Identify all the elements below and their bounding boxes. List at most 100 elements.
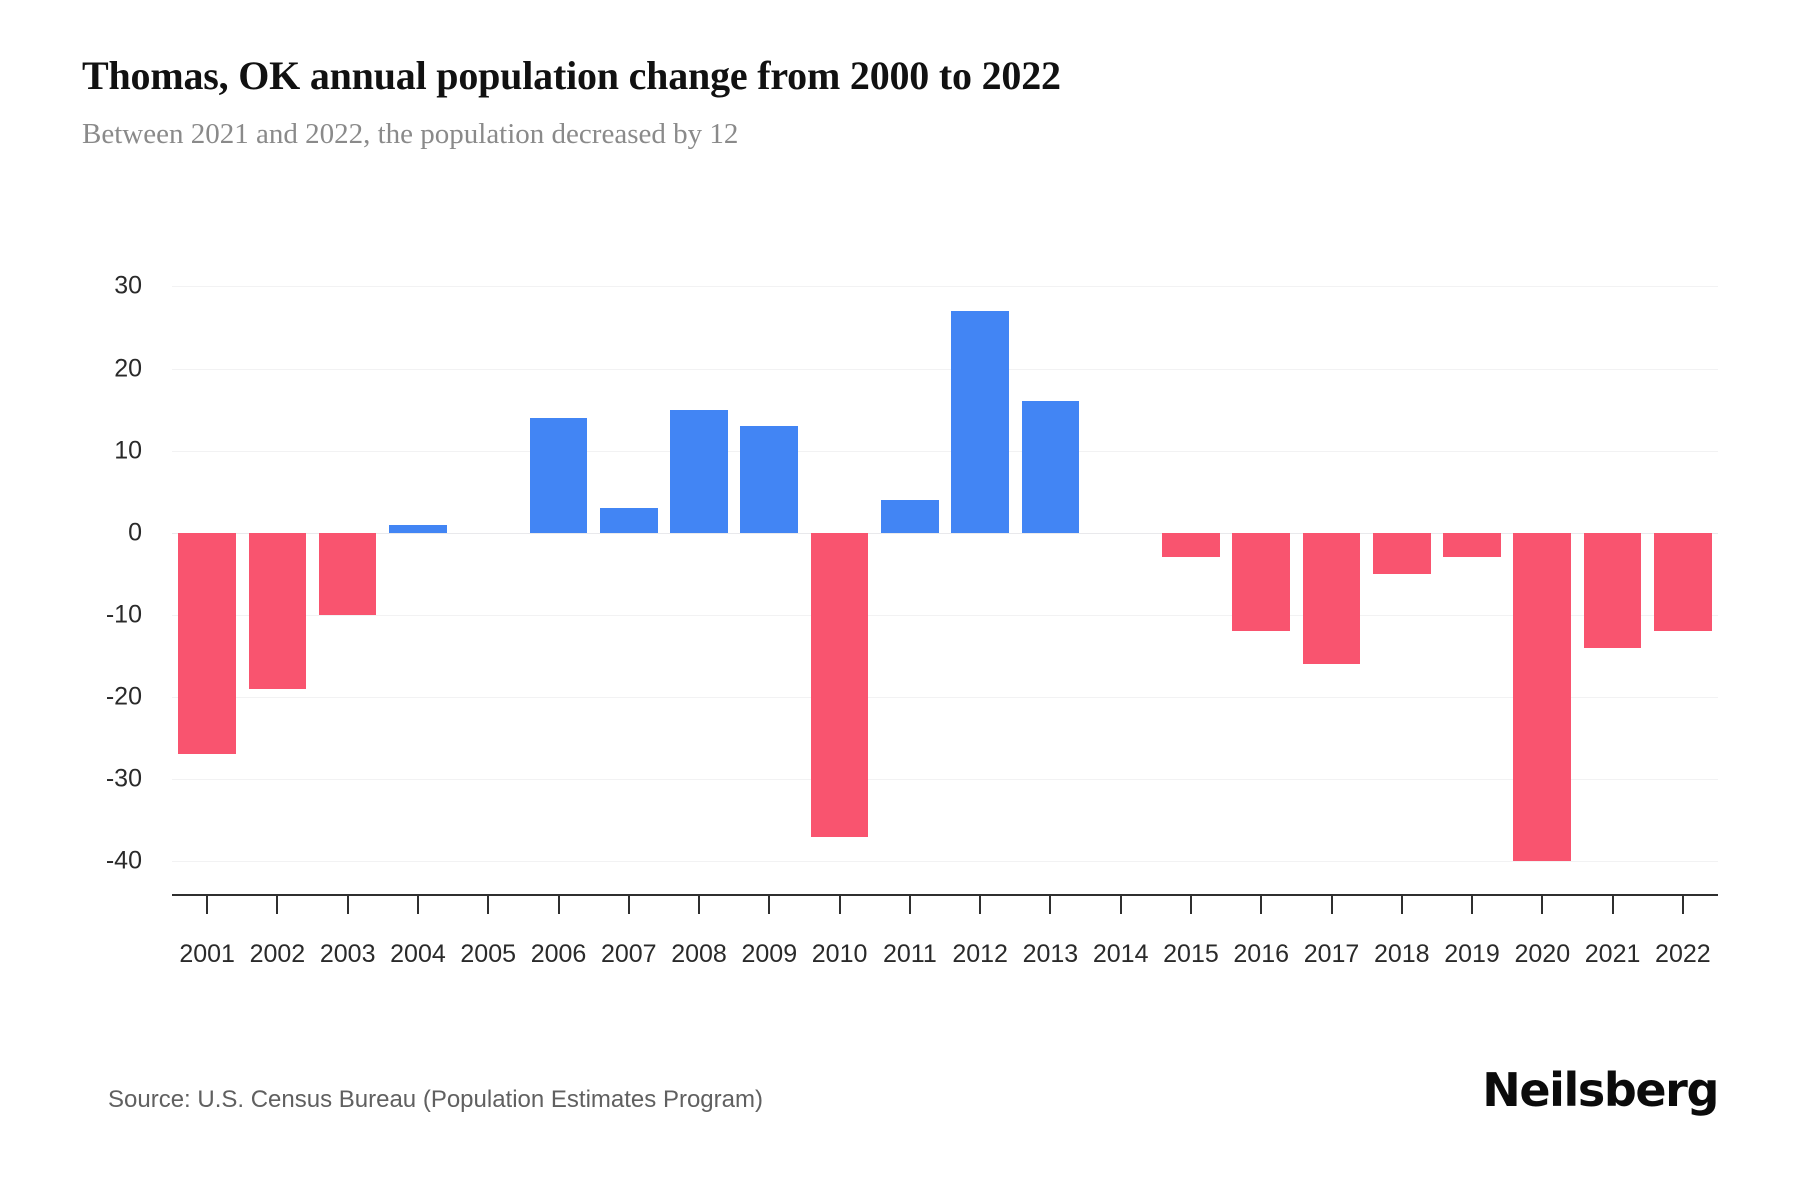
- x-axis-line: [172, 894, 1718, 896]
- bar[interactable]: [1021, 401, 1080, 533]
- bar-slot[interactable]: [242, 270, 312, 894]
- bar-slot[interactable]: [523, 270, 593, 894]
- x-axis-tick-label: 2008: [671, 940, 727, 968]
- bar-slot[interactable]: [1086, 270, 1156, 894]
- bar-slot[interactable]: [313, 270, 383, 894]
- x-axis-tick-mark: [768, 896, 771, 914]
- bar-slot[interactable]: [172, 270, 242, 894]
- x-axis-tick-label: 2014: [1092, 940, 1149, 968]
- brand-logo: Neilsberg: [1482, 1063, 1719, 1117]
- bar[interactable]: [178, 532, 236, 755]
- x-axis-tick-mark: [276, 896, 279, 914]
- x-axis-tick-mark: [487, 896, 490, 914]
- bar-slot[interactable]: [1296, 270, 1366, 894]
- bar[interactable]: [1654, 532, 1712, 632]
- x-axis-tick-mark: [416, 896, 419, 914]
- x-axis-tick-label: 2010: [811, 940, 868, 968]
- x-axis-tick-mark: [1681, 896, 1684, 914]
- x-axis-tick-mark: [1541, 896, 1544, 914]
- bar[interactable]: [1583, 532, 1642, 648]
- y-axis-tick-label: 0: [128, 518, 142, 547]
- bar[interactable]: [1302, 532, 1361, 665]
- bar-slot[interactable]: [734, 270, 804, 894]
- y-axis-tick-label: 10: [114, 436, 142, 465]
- y-axis-tick-label: 20: [114, 354, 142, 383]
- x-axis-tick-label: 2018: [1373, 940, 1430, 968]
- x-axis-tick-label: 2003: [319, 940, 376, 968]
- bar[interactable]: [1162, 532, 1220, 558]
- x-axis-tick-mark: [979, 896, 982, 914]
- bar-slot[interactable]: [1437, 270, 1507, 894]
- x-axis-tick-mark: [557, 896, 560, 914]
- x-axis-tick-mark: [698, 896, 701, 914]
- x-axis-tick-mark: [1260, 896, 1263, 914]
- y-axis-tick-label: -20: [105, 682, 142, 711]
- bar-slot[interactable]: [804, 270, 874, 894]
- bar-slot[interactable]: [1648, 270, 1718, 894]
- bar-slot[interactable]: [1367, 270, 1437, 894]
- x-axis-tick-label: 2005: [460, 940, 517, 968]
- bar[interactable]: [951, 311, 1009, 533]
- y-axis-tick-label: -10: [105, 600, 142, 629]
- page-title: Thomas, OK annual population change from…: [82, 53, 1061, 98]
- bar[interactable]: [529, 417, 588, 533]
- x-axis-tick-mark: [1049, 896, 1052, 914]
- x-axis-tick-label: 2013: [1022, 940, 1079, 968]
- x-axis-tick-mark: [1330, 896, 1333, 914]
- x-axis-tick-label: 2007: [600, 940, 657, 968]
- bar[interactable]: [1232, 532, 1290, 632]
- x-axis-tick-mark: [1400, 896, 1403, 914]
- bar-slot[interactable]: [594, 270, 664, 894]
- x-axis-tick-label: 2019: [1444, 940, 1500, 968]
- y-axis-tick-label: -40: [105, 846, 142, 875]
- bar-slot[interactable]: [383, 270, 453, 894]
- bar-slot[interactable]: [1577, 270, 1647, 894]
- bar[interactable]: [599, 508, 658, 533]
- bar[interactable]: [1372, 532, 1431, 574]
- x-axis-tick-mark: [908, 896, 911, 914]
- x-axis-tick-label: 2017: [1303, 940, 1360, 968]
- bar[interactable]: [670, 409, 728, 533]
- bar-slot[interactable]: [1507, 270, 1577, 894]
- y-axis-tick-labels: 30 20 10 0 -10 -20 -30 -40: [0, 270, 160, 894]
- x-axis-tick-label: 2016: [1233, 940, 1290, 968]
- bar[interactable]: [881, 499, 939, 533]
- x-axis-tick-mark: [838, 896, 841, 914]
- x-axis-tick-label: 2022: [1655, 940, 1711, 968]
- x-axis-tick-marks: [172, 896, 1718, 914]
- x-axis-tick-label: 2004: [390, 940, 446, 968]
- x-axis-tick-label: 2021: [1584, 940, 1641, 968]
- x-axis-tick-labels: 2001 2002 2003 2004 2005 2006 2007 2008 2009 2010…: [172, 940, 1718, 980]
- x-axis-tick-label: 2012: [952, 940, 1008, 968]
- bar-slot[interactable]: [1015, 270, 1085, 894]
- y-axis-tick-label: -30: [105, 764, 142, 793]
- chart-subtitle: Between 2021 and 2022, the population de…: [82, 118, 739, 150]
- x-axis-tick-label: 2006: [530, 940, 587, 968]
- bar[interactable]: [810, 532, 869, 837]
- x-axis-tick-label: 2011: [882, 940, 937, 968]
- x-axis-tick-label: 2020: [1514, 940, 1571, 968]
- bar-slot[interactable]: [664, 270, 734, 894]
- bar[interactable]: [1513, 532, 1572, 862]
- bar-slot[interactable]: [453, 270, 523, 894]
- bar-slot[interactable]: [875, 270, 945, 894]
- bar-slot[interactable]: [1226, 270, 1296, 894]
- bar-slot[interactable]: [1156, 270, 1226, 894]
- bar[interactable]: [740, 426, 799, 533]
- x-axis-tick-label: 2002: [249, 940, 306, 968]
- bar[interactable]: [318, 532, 377, 615]
- x-axis-tick-mark: [1471, 896, 1474, 914]
- bar[interactable]: [389, 524, 447, 533]
- bar-slot[interactable]: [945, 270, 1015, 894]
- x-axis-tick-mark: [1189, 896, 1192, 914]
- bar[interactable]: [1443, 532, 1501, 558]
- plot-area: [172, 270, 1718, 894]
- x-axis-tick-label: 2015: [1163, 940, 1219, 968]
- x-axis-tick-mark: [1611, 896, 1614, 914]
- x-axis-tick-mark: [627, 896, 630, 914]
- y-axis-tick-label: 30: [114, 271, 142, 300]
- bar[interactable]: [248, 532, 307, 689]
- source-note: Source: U.S. Census Bureau (Population E…: [108, 1086, 763, 1113]
- x-axis-tick-mark: [206, 896, 209, 914]
